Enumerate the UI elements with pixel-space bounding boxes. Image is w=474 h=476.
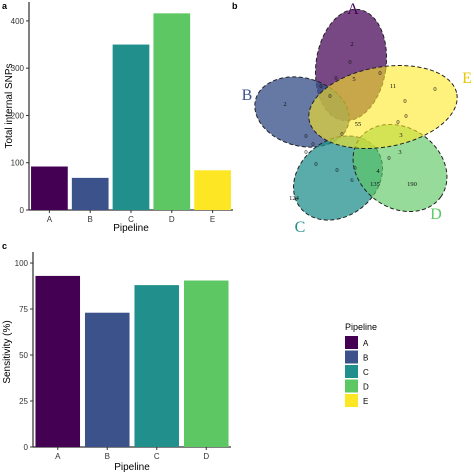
venn-region-count: 3	[399, 132, 402, 139]
panel-a-x-tick-label: B	[88, 215, 93, 224]
legend-label-b: B	[363, 354, 368, 363]
venn-set-label-d: D	[430, 206, 442, 223]
venn-region-count: 0	[378, 70, 381, 77]
panel-c-bar-d	[183, 280, 229, 447]
legend-label-c: C	[363, 368, 369, 377]
panel-a-y-tick-label: 0	[20, 206, 25, 215]
venn-set-label-e: E	[462, 70, 472, 87]
panel-c-y-axis-label: Sensitivity (%)	[2, 320, 13, 383]
venn-set-label-c: C	[295, 219, 306, 236]
panel-a-bar-e	[194, 170, 231, 210]
panel-c-y-tick-label: 25	[19, 397, 28, 406]
venn-region-count: 0	[304, 149, 307, 156]
panel-a-bar-a	[31, 166, 68, 210]
venn-region-count: 3	[398, 149, 401, 156]
venn-region-count: 0	[433, 86, 436, 93]
panel-c-y-tick-label: 100	[15, 259, 29, 268]
panel-label-c: c	[2, 241, 7, 251]
panel-a-bar-d	[153, 13, 191, 210]
panel-c-bar-chart: Sensitivity (%) Pipeline Pipeline ABCDE …	[2, 252, 377, 473]
panel-a-x-tick-label: D	[169, 215, 175, 224]
venn-region-count: 0	[404, 113, 407, 120]
panel-a-x-tick-label: C	[128, 215, 134, 224]
legend-swatch-a	[345, 336, 358, 349]
panel-c-x-tick-label: C	[154, 452, 160, 461]
legend-swatch-b	[345, 350, 358, 364]
venn-region-count: 0	[348, 59, 351, 66]
venn-region-count: 2	[283, 101, 286, 108]
panel-a-y-tick-label: 400	[11, 17, 25, 26]
legend-label-a: A	[363, 339, 369, 348]
panel-b-venn-diagram: A B C D E 220124190555110000000000003304…	[242, 1, 472, 236]
panel-c-y-tick-label: 0	[24, 443, 29, 452]
venn-region-count: 124	[289, 195, 300, 202]
legend-swatch-c	[345, 365, 358, 378]
legend-label-d: D	[363, 383, 369, 392]
venn-region-count: 0	[319, 83, 322, 90]
venn-set-label-a: A	[347, 1, 359, 18]
panel-a-x-tick-label: E	[210, 215, 215, 224]
venn-region-count: 55	[355, 121, 362, 128]
venn-region-count: 0	[311, 141, 314, 148]
panel-a-y-tick-label: 100	[11, 159, 25, 168]
venn-region-count: 5	[352, 76, 355, 83]
venn-region-count: 4	[376, 168, 380, 175]
venn-region-count: 0	[335, 167, 338, 174]
venn-set-label-b: B	[242, 87, 253, 104]
legend-title: Pipeline	[345, 322, 377, 332]
venn-region-count: 190	[407, 181, 417, 188]
venn-region-count: 0	[396, 119, 399, 126]
venn-region-count: 0	[304, 133, 307, 140]
panel-c-x-tick-label: A	[55, 452, 61, 461]
panel-a-bar-c	[112, 44, 150, 210]
panel-label-b: b	[232, 1, 238, 11]
venn-region-count: 0	[334, 75, 337, 82]
legend-swatch-e	[345, 394, 358, 407]
panel-c-x-axis-label: Pipeline	[114, 462, 150, 473]
panel-c-y-tick-label: 75	[19, 305, 28, 314]
panel-a-bar-b	[71, 177, 109, 210]
venn-region-count: 0	[387, 155, 390, 162]
venn-region-count: 0	[353, 165, 356, 172]
panel-a-y-tick-label: 300	[11, 64, 25, 73]
venn-region-count: 135	[370, 181, 380, 188]
legend-swatch-d	[345, 379, 358, 393]
panel-c-bar-a	[35, 275, 81, 447]
panel-c-x-tick-label: B	[105, 452, 110, 461]
panel-a-y-tick-label: 200	[11, 111, 25, 120]
panel-a-bar-chart: Total internal SNPs Pipeline A B C D E 0 100 20…	[4, 2, 233, 234]
panel-c-bar-c	[134, 285, 180, 447]
venn-region-count: 0	[314, 161, 317, 168]
panel-c-bar-b	[84, 312, 130, 447]
legend-label-e: E	[363, 397, 368, 406]
venn-region-count: 2	[350, 41, 353, 48]
venn-region-count: 11	[390, 83, 396, 90]
venn-ellipse-e	[308, 65, 458, 149]
venn-region-count: 0	[328, 93, 331, 100]
panel-a-x-axis-label: Pipeline	[113, 223, 149, 234]
panel-a-x-tick-label: A	[47, 215, 53, 224]
panel-c-y-tick-label: 50	[19, 351, 28, 360]
panel-a-y-axis-label: Total internal SNPs	[4, 63, 15, 148]
venn-region-count: 0	[340, 131, 343, 138]
venn-region-count: 6	[350, 177, 354, 184]
venn-region-count: 0	[403, 98, 406, 105]
panel-label-a: a	[2, 1, 8, 11]
panel-c-x-tick-label: D	[203, 452, 209, 461]
